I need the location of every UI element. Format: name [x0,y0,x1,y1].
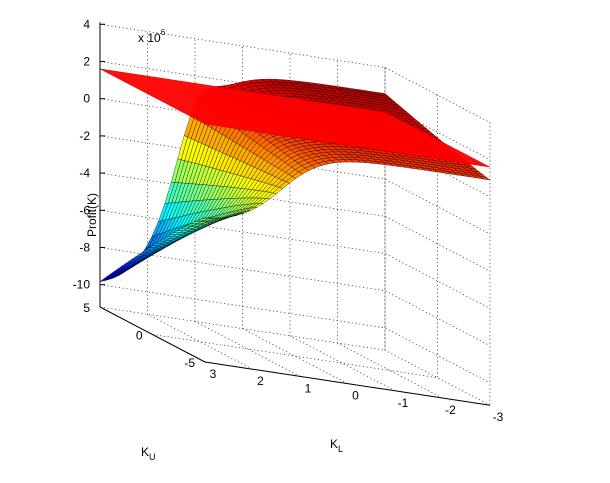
z-axis-title: Profit(K) [85,193,99,237]
z-tick-label: -2 [79,129,90,143]
y-gridline [99,65,386,351]
red-reference-plane [99,68,491,168]
plane-patch [99,68,491,168]
z-exponent-base: x 10 [138,31,161,45]
x-tick-label: 1 [305,381,312,395]
z-gridline [99,23,491,123]
z-tick-label: 4 [83,17,90,31]
z-tick-label: 2 [83,54,90,68]
x-axis-line [204,361,491,406]
z-tick-label: -10 [73,278,91,292]
x-tick-label: -1 [398,396,409,410]
x-gridline [147,29,253,370]
axes: 4 2 0 -2 -4 -6 -8 -10 3 2 1 0 -1 -2 -3 5 0 -5 [73,17,504,424]
y-axis-title: KU [141,445,156,462]
x-tick-label: -3 [493,410,504,424]
x-tick-label: 3 [210,367,217,381]
y-tick-label: 0 [136,329,143,343]
x-axis-title-main: K [330,437,338,451]
x-tick-label: 2 [257,374,264,388]
z-tick-label: -8 [79,240,90,254]
x-axis-title: KL [330,437,343,454]
surface-patch [201,217,212,219]
x-tick-label: 0 [352,389,359,403]
z-tick-label: 0 [83,92,90,106]
x-tick-label: -2 [445,403,456,417]
y-tick-label: 5 [83,301,90,315]
z-gridline [99,247,491,347]
x-axis-title-sub: L [338,444,343,454]
z-tick-label: -6 [79,203,90,217]
z-exponent-label: x 106 [138,28,166,45]
y-gridline [152,93,438,379]
y-axis-line [99,306,206,363]
z-tick-label: -4 [79,166,90,180]
y-tick-label: -5 [184,356,195,370]
z-gridline [99,61,491,161]
z-exponent-power: 6 [161,28,166,37]
z-gridline [99,284,491,384]
y-axis-title-sub: U [149,452,156,462]
y-axis-title-main: K [141,445,149,459]
